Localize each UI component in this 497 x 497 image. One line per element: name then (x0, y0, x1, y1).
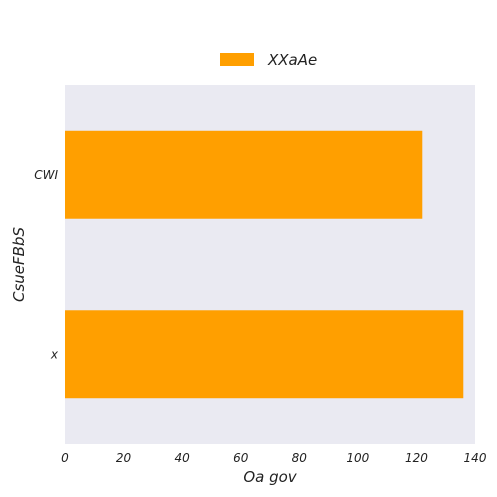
x-tick-label: 0 (61, 451, 69, 465)
x-tick-label: 20 (116, 451, 132, 465)
x-tick-label: 120 (405, 451, 428, 465)
x-tick-label: 40 (175, 451, 191, 465)
y-tick-labels: CWI x (34, 168, 59, 362)
y-tick-label: CWI (34, 168, 58, 182)
bar-1 (65, 310, 464, 399)
y-axis-title: CsueFBbS (10, 227, 28, 302)
legend-swatch (220, 53, 254, 66)
bars (65, 130, 464, 399)
bar-0 (65, 130, 423, 219)
x-axis-title: Oa gov (243, 468, 297, 486)
y-tick-label: x (50, 347, 59, 361)
x-tick-label: 140 (464, 451, 487, 465)
legend: XXaAe (220, 51, 317, 69)
x-tick-labels: 0 20 40 60 80 100 120 140 (61, 451, 487, 465)
x-tick-label: 80 (292, 451, 308, 465)
x-tick-label: 60 (233, 451, 249, 465)
x-tick-label: 100 (346, 451, 369, 465)
legend-label: XXaAe (267, 51, 317, 69)
